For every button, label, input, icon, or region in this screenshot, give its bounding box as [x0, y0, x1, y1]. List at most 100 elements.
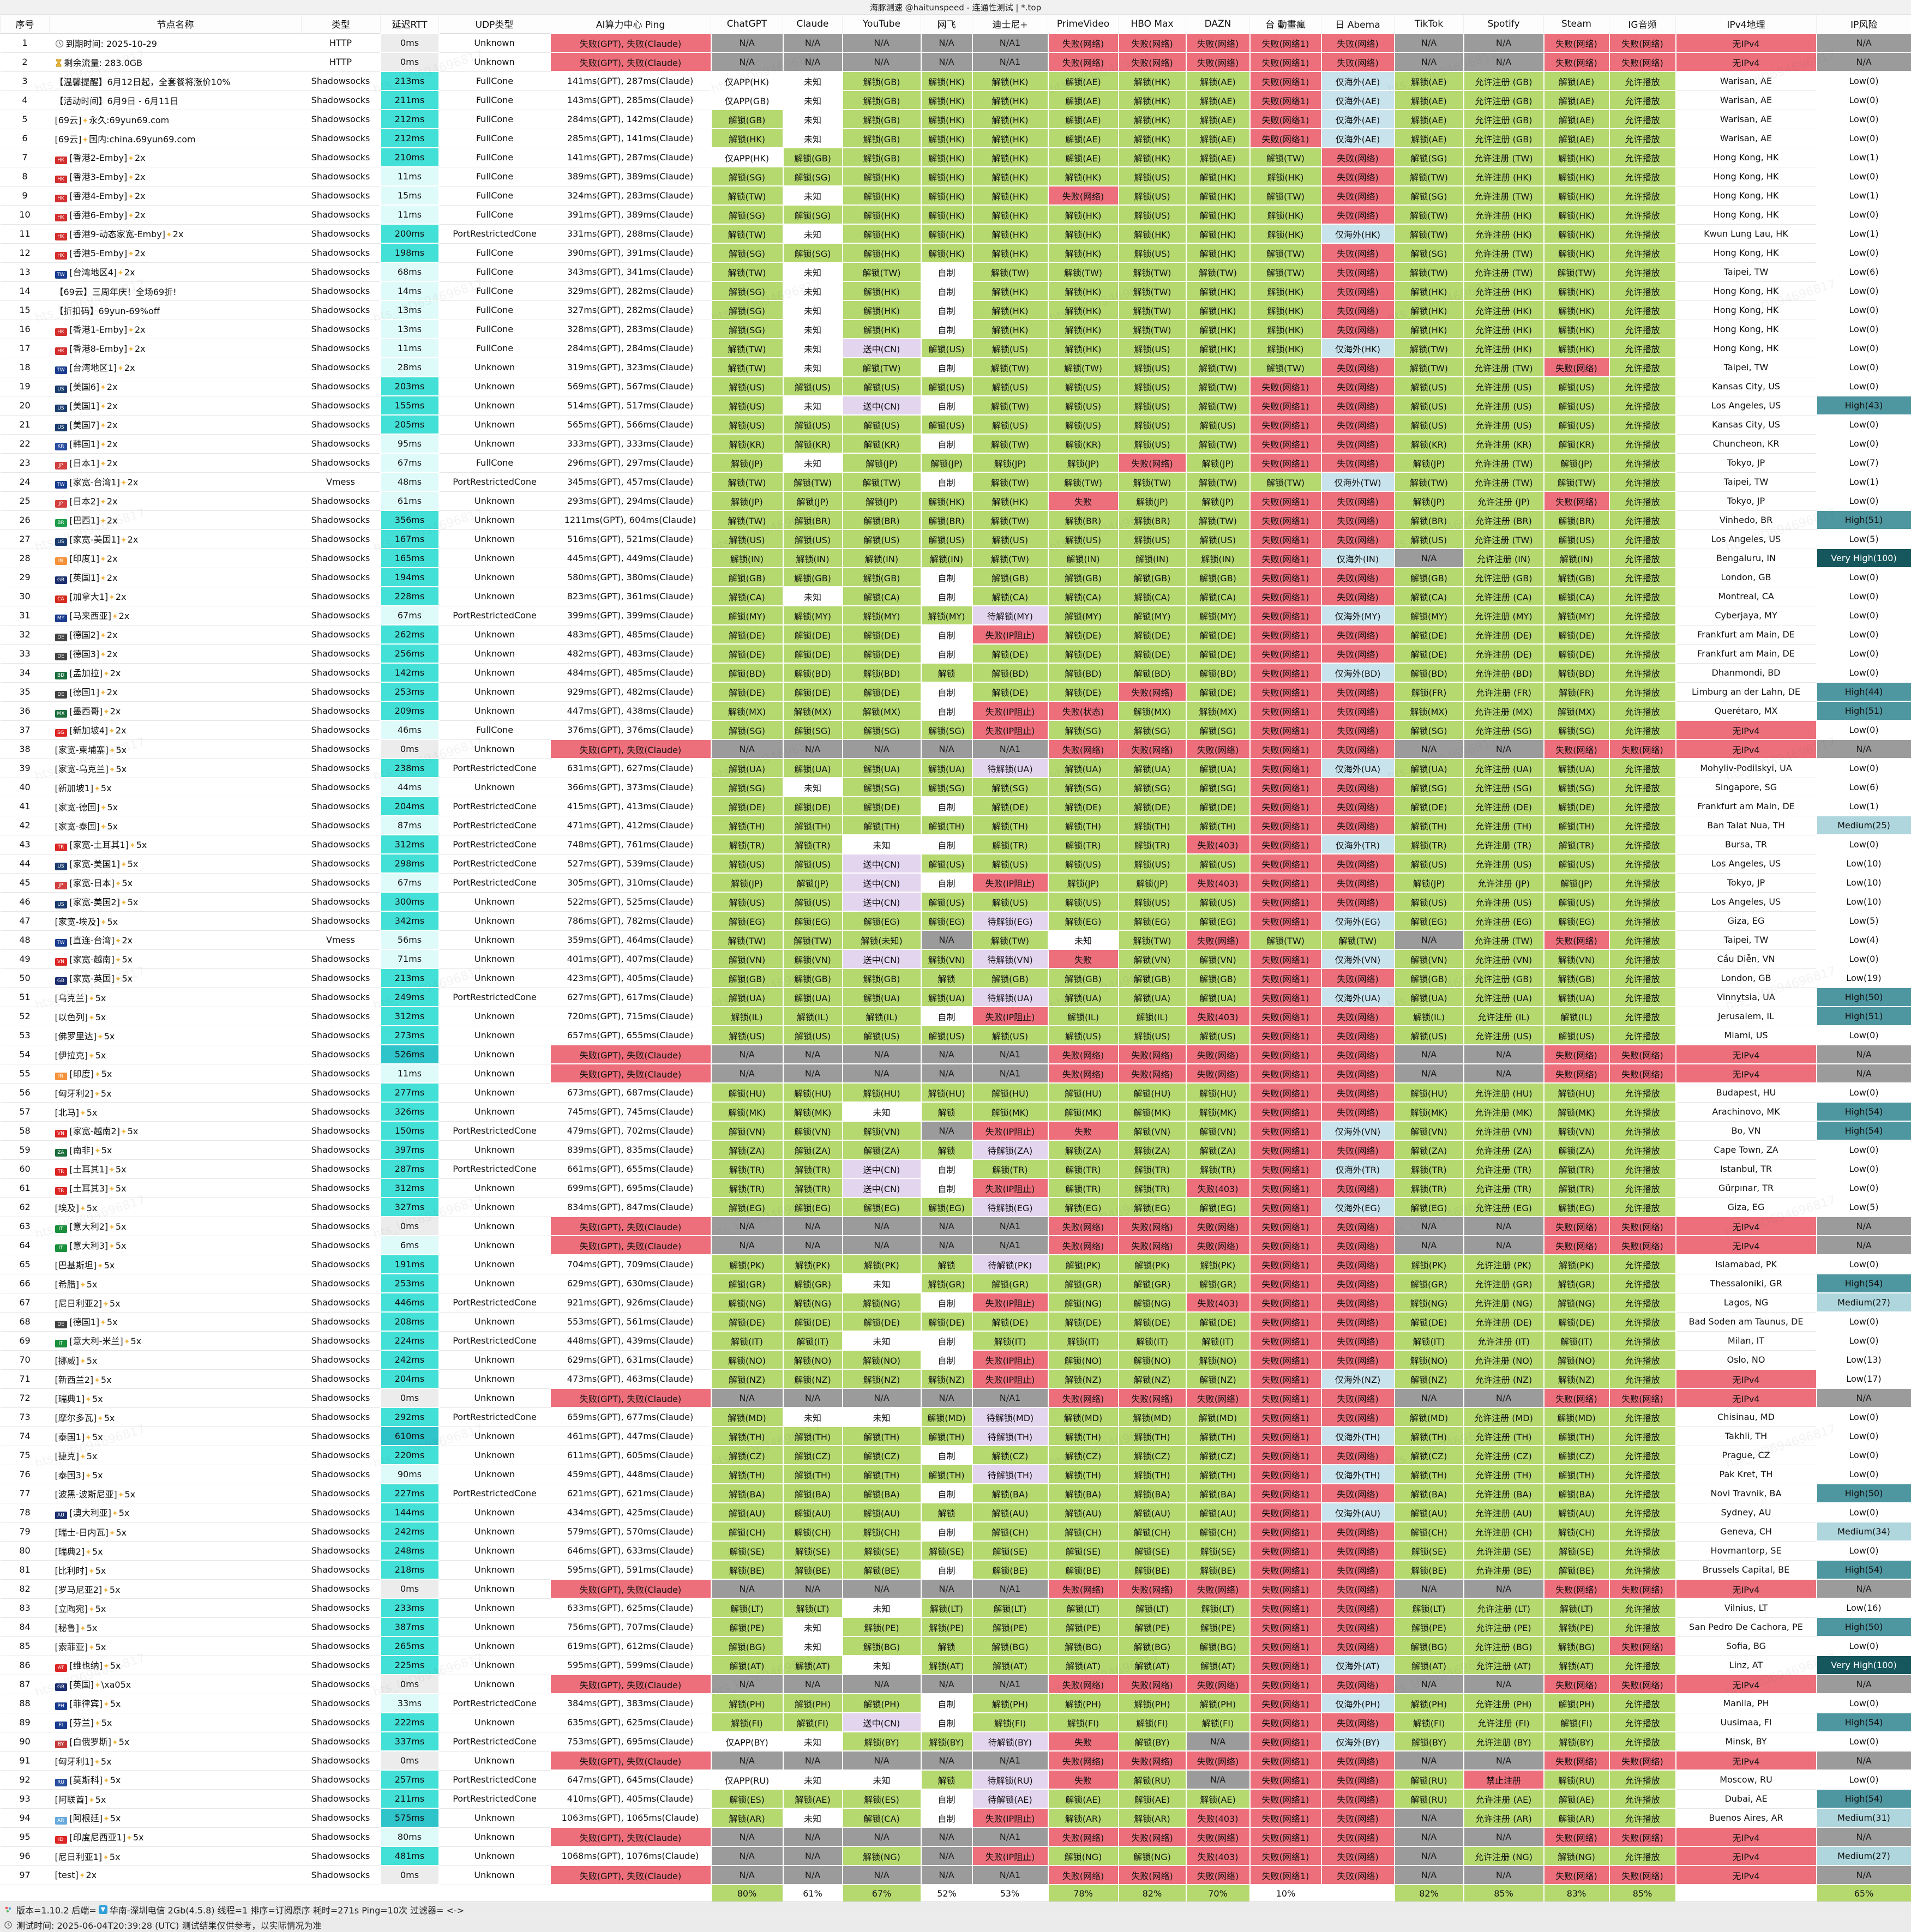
cell-type: Shadowsocks: [302, 358, 381, 377]
cell-youtube: N/A: [843, 1217, 921, 1236]
cell-abema: 失败(网络): [1321, 1236, 1395, 1255]
cell-disney: 解锁(TW): [972, 262, 1048, 281]
cell-claude: 解锁(BE): [783, 1560, 843, 1579]
cell-hbomax: 解锁(US): [1119, 205, 1186, 224]
cell-primevideo: 解锁(HK): [1048, 300, 1119, 320]
cell-tiktok: N/A: [1395, 1751, 1464, 1770]
cell-rtt: 204ms: [381, 1369, 439, 1388]
cell-dazn: 失败(403): [1186, 1178, 1250, 1197]
cell-rtt: 253ms: [381, 682, 439, 701]
cell-chatgpt: N/A: [711, 739, 783, 759]
cell-anime-madness: 失败(网络1): [1250, 129, 1321, 148]
column-header-ig-audio[interactable]: IG音频: [1609, 15, 1676, 33]
flag-icon-my: MY: [55, 615, 67, 622]
cell-ip-risk: Low(0): [1817, 1732, 1911, 1751]
column-header-num[interactable]: 序号: [1, 15, 50, 33]
cell-netflix: 解锁(EG): [921, 1197, 972, 1217]
cell-steam: 解锁(VN): [1544, 1121, 1609, 1140]
column-header-udp[interactable]: UDP类型: [439, 15, 550, 33]
cell-ig-audio: 失败(网络): [1609, 1751, 1676, 1770]
cell-steam: 解锁(UA): [1544, 759, 1609, 778]
cell-ig-audio: 失败(网络): [1609, 1064, 1676, 1083]
cell-chatgpt: 解锁(DE): [711, 1312, 783, 1331]
column-header-ai-ping[interactable]: AI算力中心 Ping: [550, 15, 711, 33]
cell-num: 48: [1, 930, 50, 949]
column-header-name[interactable]: 节点名称: [50, 15, 302, 33]
column-header-ip-risk[interactable]: IP风险: [1817, 15, 1911, 33]
cell-ip-risk: Low(0): [1817, 71, 1911, 91]
cell-name: HK[香港4-Emby]✦2x: [50, 186, 302, 205]
cell-ig-audio: 失败(网络): [1609, 739, 1676, 759]
column-header-type[interactable]: 类型: [302, 15, 381, 33]
cell-youtube: 解锁(HK): [843, 205, 921, 224]
column-header-steam[interactable]: Steam: [1544, 15, 1609, 33]
column-header-disney[interactable]: 迪士尼+: [972, 15, 1048, 33]
column-header-abema[interactable]: 日 Abema: [1321, 15, 1395, 33]
cell-tiktok: 解锁(KR): [1395, 434, 1464, 453]
cell-ai-ping: 929ms(GPT), 482ms(Claude): [550, 682, 711, 701]
cell-num: 23: [1, 453, 50, 472]
column-header-hbomax[interactable]: HBO Max: [1119, 15, 1186, 33]
cell-ipv4-geo: Warisan, AE: [1676, 110, 1817, 129]
cell-ip-risk: Low(10): [1817, 873, 1911, 892]
cell-type: Shadowsocks: [302, 1636, 381, 1656]
column-header-dazn[interactable]: DAZN: [1186, 15, 1250, 33]
cell-ipv4-geo: Cyberjaya, MY: [1676, 606, 1817, 625]
cell-abema: 失败(网络): [1321, 739, 1395, 759]
cell-disney: 解锁(TR): [972, 1159, 1048, 1178]
cell-ig-audio: 允许播放: [1609, 358, 1676, 377]
cell-disney: 解锁(TW): [972, 472, 1048, 491]
cell-dazn: 解锁(MD): [1186, 1407, 1250, 1427]
cell-netflix: 解锁: [921, 663, 972, 682]
cell-youtube: 解锁(NG): [843, 1846, 921, 1865]
cell-disney: 解锁(AU): [972, 1503, 1048, 1522]
cell-abema: 失败(网络): [1321, 1407, 1395, 1427]
column-header-claude[interactable]: Claude: [783, 15, 843, 33]
cell-netflix: N/A: [921, 1217, 972, 1236]
cell-abema: 失败(网络): [1321, 587, 1395, 606]
cell-ipv4-geo: Frankfurt am Main, DE: [1676, 625, 1817, 644]
cell-ip-risk: High(54): [1817, 1102, 1911, 1121]
column-header-rtt[interactable]: 延迟RTT: [381, 15, 439, 33]
column-header-chatgpt[interactable]: ChatGPT: [711, 15, 783, 33]
column-header-youtube[interactable]: YouTube: [843, 15, 921, 33]
cell-primevideo: 解锁(AE): [1048, 148, 1119, 167]
cell-spotify: N/A: [1464, 739, 1544, 759]
cell-ig-audio: 允许播放: [1609, 510, 1676, 529]
cell-chatgpt: 解锁(DE): [711, 797, 783, 816]
cell-rtt: 312ms: [381, 1178, 439, 1197]
cell-ai-ping: 284ms(GPT), 284ms(Claude): [550, 339, 711, 358]
cell-abema: 失败(网络): [1321, 1617, 1395, 1636]
flag-icon-hk: HK: [55, 195, 67, 202]
cell-ig-audio: 允许播放: [1609, 491, 1676, 510]
cell-hbomax: 解锁(ZA): [1119, 1140, 1186, 1159]
column-header-spotify[interactable]: Spotify: [1464, 15, 1544, 33]
cell-netflix: 解锁(BY): [921, 1732, 972, 1751]
cell-abema: 失败(网络): [1321, 1083, 1395, 1102]
cell-disney: N/A1: [972, 1827, 1048, 1846]
cell-name: TW[直连-台湾]✦2x: [50, 930, 302, 949]
cell-ai-ping: 305ms(GPT), 310ms(Claude): [550, 873, 711, 892]
column-header-ipv4-geo[interactable]: IPv4地理: [1676, 15, 1817, 33]
column-header-tiktok[interactable]: TikTok: [1395, 15, 1464, 33]
cell-disney: 解锁(DE): [972, 797, 1048, 816]
cell-primevideo: 解锁(US): [1048, 1026, 1119, 1045]
cell-claude: N/A: [783, 1064, 843, 1083]
cell-udp: Unknown: [439, 1446, 550, 1465]
column-header-netflix[interactable]: 网飞: [921, 15, 972, 33]
cell-abema: 失败(网络): [1321, 1808, 1395, 1827]
cell-anime-madness: 失败(网络1): [1250, 1121, 1321, 1140]
cell-ai-ping: 627ms(GPT), 617ms(Claude): [550, 988, 711, 1007]
cell-ig-audio: 允许播放: [1609, 930, 1676, 949]
column-header-primevideo[interactable]: PrimeVideo: [1048, 15, 1119, 33]
cell-netflix: N/A: [921, 1751, 972, 1770]
sparkle-icon: ✦: [88, 1796, 95, 1805]
cell-abema: 失败(网络): [1321, 358, 1395, 377]
cell-disney: 解锁(IT): [972, 1331, 1048, 1350]
column-header-anime-madness[interactable]: 台 動畫瘋: [1250, 15, 1321, 33]
cell-chatgpt: N/A: [711, 1846, 783, 1865]
cell-disney: 待解锁(EG): [972, 1197, 1048, 1217]
hourglass-icon: [55, 59, 62, 67]
